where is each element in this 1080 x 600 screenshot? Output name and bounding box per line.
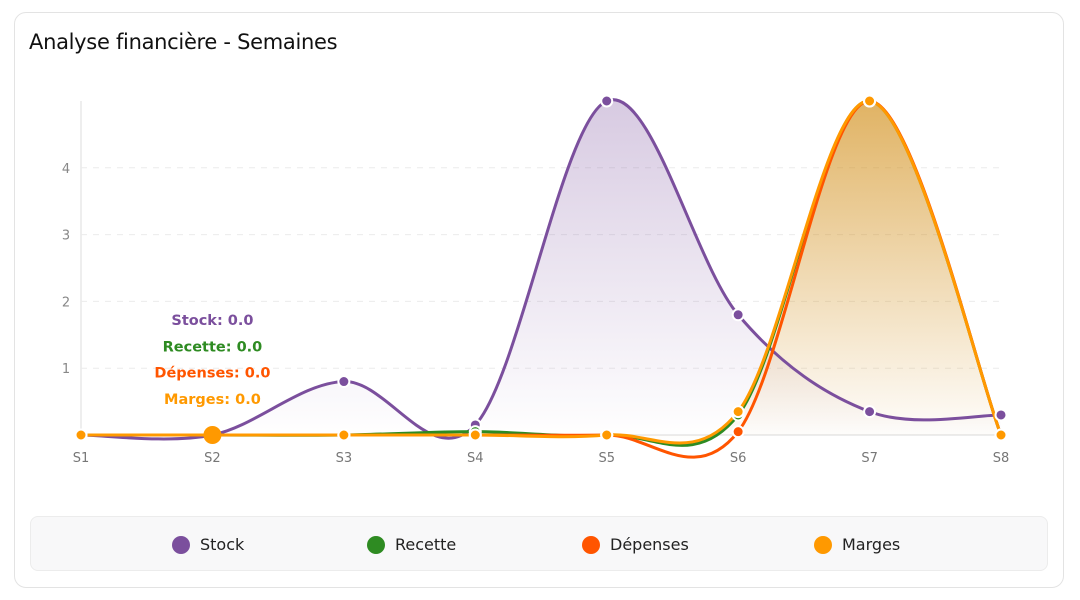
data-point-depenses <box>731 425 745 439</box>
data-point-marges <box>468 428 482 442</box>
legend-item-marges[interactable]: Marges <box>814 517 900 572</box>
legend-dot-icon <box>814 535 832 554</box>
x-tick-label: S4 <box>467 451 484 466</box>
tooltip-label: Recette: 0.0 <box>163 339 263 355</box>
data-point-marges <box>337 428 351 442</box>
y-tick-label: 2 <box>62 295 70 310</box>
series-line-marges <box>79 99 1003 445</box>
y-tick-label: 1 <box>62 362 70 377</box>
x-tick-label: S3 <box>336 451 353 466</box>
y-tick-label: 4 <box>62 162 70 177</box>
tooltip-label: Dépenses: 0.0 <box>154 366 270 382</box>
legend-label: Stock <box>200 535 245 554</box>
data-point-stock <box>863 405 877 419</box>
y-tick-label: 3 <box>62 229 70 244</box>
hover-point <box>203 426 222 444</box>
legend-item-stock[interactable]: Stock <box>172 517 244 572</box>
legend-dot-icon <box>582 535 600 554</box>
legend-label: Recette <box>395 535 457 554</box>
data-point-marges <box>74 428 88 442</box>
x-tick-label: S6 <box>730 451 747 466</box>
legend-item-recette[interactable]: Recette <box>367 517 456 572</box>
legend-label: Marges <box>842 535 901 554</box>
tooltip-label: Marges: 0.0 <box>164 392 261 408</box>
data-point-stock <box>731 308 745 322</box>
x-tick-label: S8 <box>993 451 1010 466</box>
tooltip-label: Stock: 0.0 <box>171 313 253 329</box>
data-point-marges <box>863 94 877 108</box>
data-point-stock <box>337 375 351 389</box>
data-point-stock <box>994 408 1008 422</box>
data-point-stock <box>600 94 614 108</box>
legend-dot-icon <box>172 535 190 554</box>
data-point-marges <box>600 428 614 442</box>
x-tick-label: S1 <box>73 451 90 466</box>
x-tick-label: S7 <box>861 451 878 466</box>
legend-label: Dépenses <box>610 535 689 554</box>
data-point-marges <box>731 405 745 419</box>
legend-dot-icon <box>367 535 385 554</box>
data-point-marges <box>994 428 1008 442</box>
x-tick-label: S2 <box>204 451 221 466</box>
chart-legend: Stock Recette Dépenses Marges <box>30 516 1048 571</box>
legend-item-depenses[interactable]: Dépenses <box>582 517 689 572</box>
series-line-stock <box>79 98 1003 441</box>
x-tick-label: S5 <box>598 451 615 466</box>
chart-title: Analyse financière - Semaines <box>29 30 338 54</box>
